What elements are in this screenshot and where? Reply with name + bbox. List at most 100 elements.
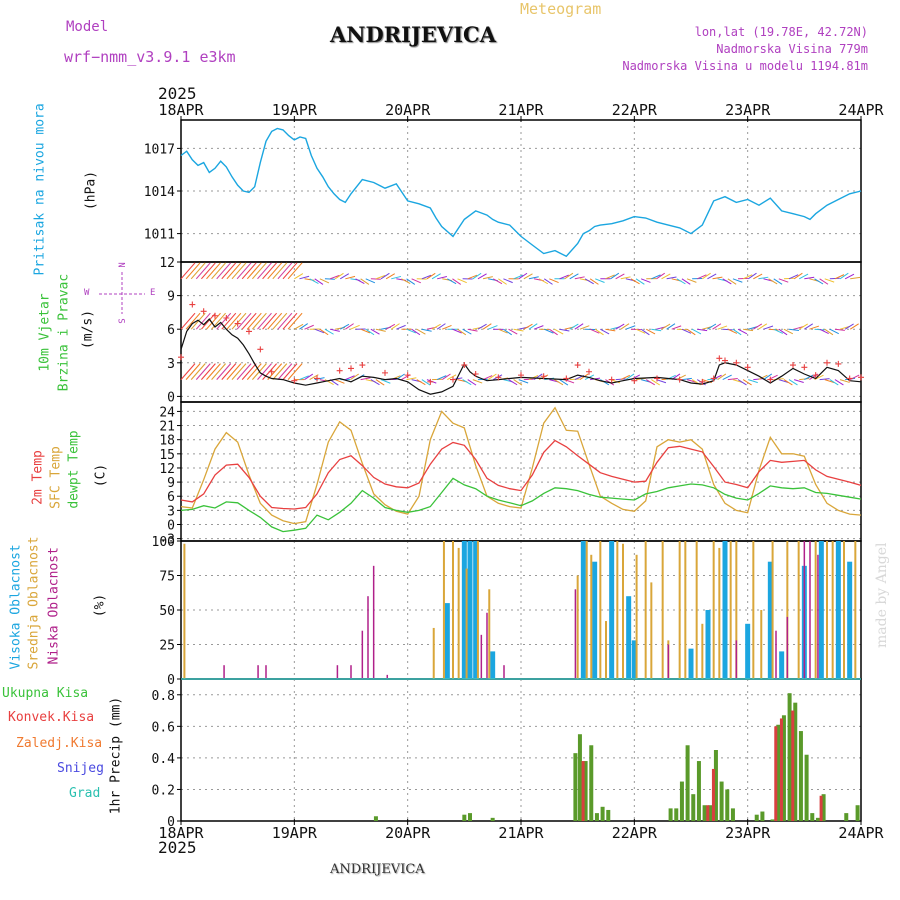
ytick-label: 6 <box>167 323 175 338</box>
wind-barb-icon <box>246 312 262 330</box>
wind-barb-icon <box>195 262 211 280</box>
wind-barb-icon <box>421 379 431 386</box>
precip-bar <box>730 808 735 821</box>
wind-barb-icon <box>819 278 829 285</box>
precip-bar <box>668 808 673 821</box>
wind-barb-icon <box>697 274 707 280</box>
wind-barb-icon <box>334 379 345 384</box>
cloud-bar <box>729 541 732 679</box>
wind-barb-icon <box>681 377 692 381</box>
cloud-bar <box>257 665 259 679</box>
wind-gust-marker <box>257 346 264 353</box>
cloud-bar <box>701 623 704 679</box>
precip-bar <box>606 809 611 821</box>
precip-bar <box>779 718 783 821</box>
x-axis-label-top: 23APR <box>725 101 771 119</box>
wind-barb-icon <box>737 328 748 335</box>
cloud-bar <box>650 582 653 679</box>
wind-barb-icon <box>180 363 196 380</box>
wind-barb-row <box>180 312 859 336</box>
wind-gust-marker <box>472 371 479 377</box>
wind-barb-icon <box>640 328 650 336</box>
compass-rose-icon <box>99 272 145 314</box>
legend-conv-rain: Konvek.Kisa <box>8 710 95 725</box>
wind-barb-icon <box>645 379 656 386</box>
precip-bar <box>819 795 823 821</box>
wind-gust-marker <box>246 328 252 335</box>
wind-barb-icon <box>365 328 375 336</box>
cloud-bar <box>705 610 711 679</box>
wind-barb-icon <box>589 278 599 285</box>
wind-barb-icon <box>299 375 309 381</box>
wind-barb-icon <box>615 273 625 280</box>
cloud-bar <box>585 541 588 679</box>
wind-barb-icon <box>717 325 728 330</box>
wind-barb-icon <box>579 325 590 330</box>
x-axis-label-bottom: 19APR <box>272 824 318 842</box>
precip-bar <box>821 794 826 821</box>
wind-barb-icon <box>487 325 498 330</box>
x-axis-label-bottom: 18APR <box>158 824 204 842</box>
cloud-bar <box>667 644 670 679</box>
cloud-bar <box>818 541 824 679</box>
wind-barb-icon <box>390 323 400 330</box>
altitude-label: Nadmorska Visina 779m <box>716 42 868 56</box>
ytick-label: 0.6 <box>152 720 175 735</box>
wind-barb-icon <box>251 312 267 330</box>
wind-barb-icon <box>707 323 717 330</box>
wind-barb-icon <box>370 379 380 386</box>
wind-barb-icon <box>666 276 677 280</box>
wind-barb-icon <box>753 378 764 381</box>
cloud-bar <box>786 541 789 679</box>
coords-label: lon,lat (19.78E, 42.72N) <box>694 25 868 39</box>
wind-barb-icon <box>824 379 835 384</box>
cloud-bar <box>760 610 763 679</box>
wind-barb-icon <box>241 363 257 380</box>
wind-gust-marker <box>348 365 354 372</box>
wind-barb-icon <box>630 278 640 285</box>
wind-barb-icon <box>324 328 334 335</box>
wind-barb-icon <box>206 363 221 380</box>
wind-gust-marker <box>314 375 320 382</box>
wind-barb-icon <box>299 275 310 280</box>
wind-barb-icon <box>569 273 579 280</box>
wind-barb-icon <box>185 312 201 330</box>
wind-barb-icon <box>798 273 809 280</box>
model-name: wrf−nmm_v3.9.1 e3km <box>64 48 236 66</box>
wind-barb-icon <box>804 374 814 381</box>
precip-bar <box>711 768 715 821</box>
cloud-bar <box>635 554 638 679</box>
sfc-temp-line <box>180 406 862 525</box>
wind-barb-icon <box>513 379 523 386</box>
ytick-label: 12 <box>159 256 175 271</box>
precip-bar <box>855 805 860 821</box>
wind-barb-icon <box>200 363 216 380</box>
wind-barb-icon <box>804 323 814 330</box>
legend-total-rain: Ukupna Kisa <box>2 686 89 701</box>
wind-barb-icon <box>272 312 288 330</box>
ytick-label: 3 <box>167 357 175 372</box>
wind-barb-icon <box>396 324 406 330</box>
wind-barb-icon <box>605 328 616 332</box>
x-axis-label-top: 22APR <box>612 101 658 119</box>
wind-barb-icon <box>839 379 850 383</box>
cloud-bar <box>336 665 339 679</box>
wind-barb-icon <box>185 262 201 280</box>
x-axis-label-bottom: 21APR <box>498 824 544 842</box>
wind-barb-icon <box>226 312 242 330</box>
wind-gust-marker <box>234 320 241 327</box>
ytick-label: 0.8 <box>152 689 175 704</box>
precip-bar <box>490 817 495 821</box>
cloud-bar <box>786 616 789 679</box>
wind-gust-marker <box>716 355 723 362</box>
wind-barb-icon <box>844 273 855 280</box>
precip-bar <box>781 715 786 821</box>
cloud-bar <box>476 541 479 679</box>
wind-barb-icon <box>411 278 422 284</box>
wind-barb-icon <box>559 379 569 386</box>
wind-barb-icon <box>319 278 330 284</box>
wind-barb-icon <box>190 312 206 330</box>
wind-barb-icon <box>594 328 604 336</box>
